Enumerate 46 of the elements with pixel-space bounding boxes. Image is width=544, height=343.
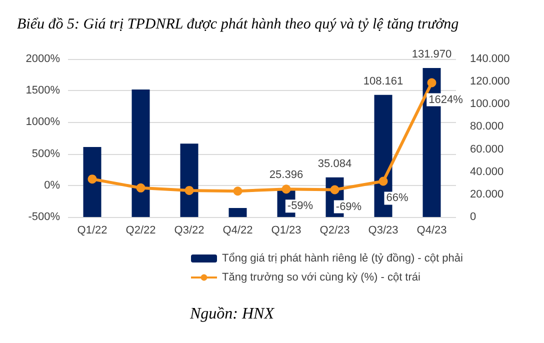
y2-tick-label: 80.000 xyxy=(470,120,504,133)
point xyxy=(330,185,340,194)
bar xyxy=(132,89,150,217)
bar xyxy=(228,208,247,217)
x-tick-label: Q3/22 xyxy=(174,224,204,236)
y-tick-label: 1000% xyxy=(26,116,60,128)
x-tick-label: Q1/23 xyxy=(271,224,302,236)
bar xyxy=(83,147,102,217)
y-tick-label: 0% xyxy=(44,179,60,192)
y-tick-label: 1500% xyxy=(26,84,60,97)
point xyxy=(184,186,194,195)
y2-tick-label: 20.000 xyxy=(470,188,504,200)
data-label: 1624% xyxy=(428,94,464,106)
y2-tick-label: 140.000 xyxy=(470,53,510,65)
point xyxy=(88,174,97,184)
y-tick-label: 2000% xyxy=(26,53,60,65)
y-tick-label: 500% xyxy=(32,148,60,160)
x-tick-label: Q2/23 xyxy=(320,224,350,236)
point xyxy=(136,183,146,192)
x-tick-label: Q3/23 xyxy=(368,224,398,236)
x-tick-label: Q4/22 xyxy=(222,224,253,236)
legend-label: Tăng trưởng so với cùng kỳ (%) - cột trái xyxy=(222,272,420,284)
point xyxy=(282,184,291,194)
data-label: 66% xyxy=(386,192,408,204)
text: Nguồn: HNX xyxy=(189,306,276,322)
y2-tick-label: 0 xyxy=(470,211,476,223)
data-label: -69% xyxy=(336,200,362,213)
x-tick-label: Q1/22 xyxy=(77,224,108,236)
point xyxy=(427,78,436,88)
y-tick-label: -500% xyxy=(28,211,60,223)
legend-label: Tổng giá trị phát hành riêng lẻ (tỷ đồng) - cột phải xyxy=(222,252,463,264)
point xyxy=(378,176,388,186)
data-label: 131.970 xyxy=(412,48,452,61)
y2-tick-label: 100.000 xyxy=(470,98,510,110)
data-label: 35.084 xyxy=(318,158,352,170)
y2-tick-label: 60.000 xyxy=(470,143,504,156)
data-label: -59% xyxy=(287,200,314,212)
chart-title: Biểu đồ 5: Giá trị TPDNRL được phát hành theo quý và tỷ lệ tăng trưởng xyxy=(17,16,460,32)
data-label: 25.396 xyxy=(269,168,304,181)
x-tick-label: Q4/23 xyxy=(416,224,447,236)
x-tick-label: Q2/22 xyxy=(126,224,156,236)
bar xyxy=(180,144,198,217)
y2-tick-label: 120.000 xyxy=(470,76,510,88)
point xyxy=(233,186,242,196)
data-label: 108.161 xyxy=(363,75,404,88)
y2-tick-label: 40.000 xyxy=(470,166,504,178)
